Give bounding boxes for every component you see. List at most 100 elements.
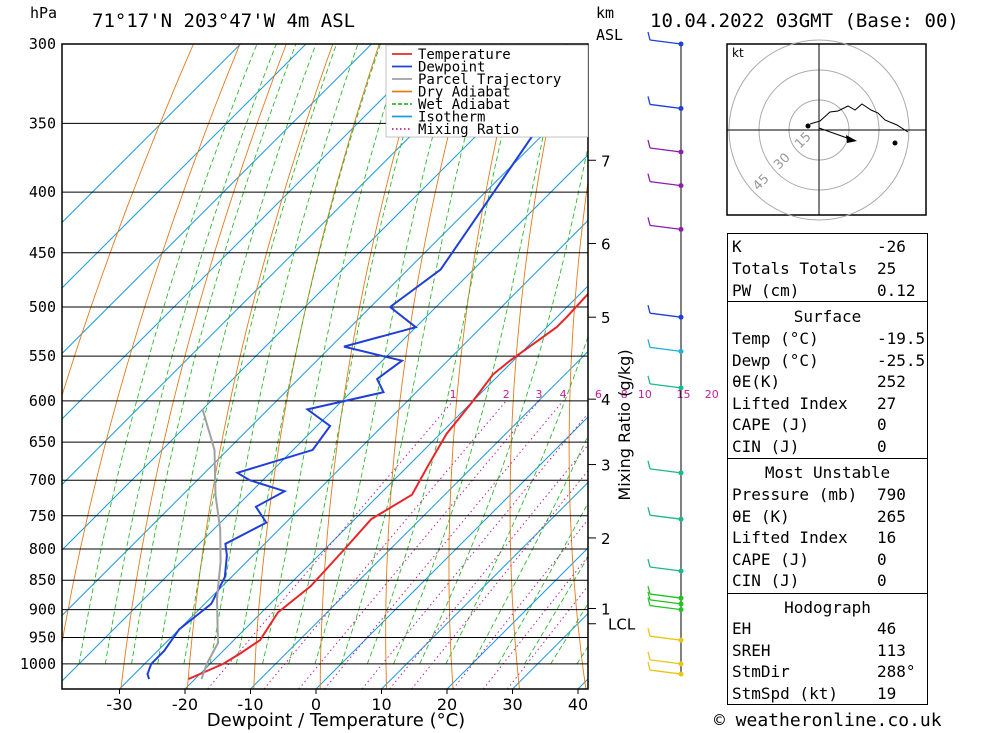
dry-adiabat: [568, 178, 588, 689]
hodograph-point: [805, 123, 811, 129]
wind-barb: [649, 39, 682, 45]
wind-barb-feather: [647, 31, 651, 41]
km-tick-label: 6: [601, 236, 611, 254]
wind-barb-feather: [647, 651, 651, 661]
most-unstable-title: Most Unstable: [764, 463, 891, 482]
wind-barb: [649, 468, 682, 474]
credit-link[interactable]: © weatheronline.co.uk: [714, 710, 942, 731]
mixing-ratio-label: 2: [503, 388, 510, 401]
x-tick-label: 10: [371, 695, 391, 714]
x-tick-label: -20: [172, 695, 198, 714]
surface-row: Temp (°C) -19.5: [732, 329, 926, 348]
hodo-row: EH 46: [732, 619, 897, 638]
isotherm-line: [62, 44, 241, 224]
mixing-ratio-label: 15: [677, 388, 691, 401]
legend-entry-label: Dewpoint: [418, 60, 485, 76]
dry-adiabat: [62, 44, 241, 646]
wind-barb: [649, 224, 682, 230]
mixing-ratio-label: 1: [450, 388, 457, 401]
pressure-unit: hPa: [30, 4, 58, 22]
wet-adiabat: [262, 44, 405, 665]
isotherm-line: [446, 547, 588, 689]
wind-barb-feather: [647, 305, 651, 314]
legend-entry-label: Dry Adiabat: [418, 85, 511, 101]
valid-datetime: 10.04.2022 03GMT (Base: 00): [650, 10, 959, 32]
most-unstable-box: Most Unstable Pressure (mb) 790 θE (K) 265…: [727, 458, 928, 595]
index-row-pw: PW (cm) 0.12: [732, 281, 916, 300]
hodograph-trace: [809, 103, 909, 133]
wind-level-dot: [678, 671, 684, 677]
wind-barb-feather: [647, 661, 651, 671]
mixing-ratio-label: 10: [638, 388, 652, 401]
wind-barb: [649, 566, 682, 572]
wind-barb-feather: [647, 173, 651, 182]
pressure-tick-label: 1000: [20, 655, 56, 673]
km-tick-label: 4: [601, 391, 611, 409]
mixing-ratio-line: [298, 400, 540, 689]
indices-box: K -26 Totals Totals 25 PW (cm) 0.12: [727, 233, 928, 303]
plot-frame: [61, 43, 589, 690]
wind-barb-feather: [647, 585, 651, 595]
series-parcel-trajectory: [200, 409, 222, 680]
dry-adiabat: [319, 44, 427, 689]
wind-barb: [649, 383, 682, 389]
wind-barb-feather: [647, 507, 651, 516]
mixing-ratio-line: [361, 412, 588, 689]
x-tick-label: -10: [237, 695, 263, 714]
series-dewpoint: [146, 105, 588, 680]
pressure-tick-label: 750: [29, 507, 56, 525]
isotherm-line: [250, 350, 588, 689]
hodo-row: StmDir 288°: [732, 662, 916, 681]
wind-level-dot: [678, 149, 684, 155]
isotherm-line: [62, 44, 569, 551]
isotherm-line: [315, 416, 588, 689]
wind-level-dot: [678, 595, 684, 601]
wind-barb-feather: [647, 591, 651, 601]
x-tick-label: 40: [568, 695, 588, 714]
mixing-ratio-label: 4: [560, 388, 567, 401]
surface-row: CAPE (J) 0: [732, 415, 887, 434]
wind-barb: [649, 669, 682, 675]
legend-box: [385, 44, 589, 138]
wind-barb-feather: [647, 139, 651, 149]
wind-level-dot: [678, 607, 684, 613]
isotherm-line: [62, 44, 372, 355]
legend-entry-label: Wet Adiabat: [418, 97, 511, 113]
hodograph-unit: kt: [732, 46, 744, 60]
mu-row: Pressure (mb) 790: [732, 485, 906, 504]
dry-adiabat: [509, 44, 566, 689]
wind-barb-feather: [647, 558, 651, 568]
km-tick-label: 1: [601, 600, 611, 618]
x-tick-label: 30: [502, 695, 522, 714]
skewt-plot-area: [62, 44, 1000, 689]
x-tick-label: 0: [311, 695, 321, 714]
hodo-row: StmSpd (kt) 19: [732, 683, 897, 703]
mixing-ratio-line: [452, 518, 588, 689]
surface-row: Lifted Index 27: [732, 393, 897, 413]
dry-adiabat: [448, 44, 519, 689]
wind-level-dot: [678, 568, 684, 574]
wet-adiabat: [157, 44, 317, 664]
dry-adiabat: [682, 44, 719, 689]
dry-adiabat: [936, 44, 1000, 689]
dry-adiabat: [62, 44, 194, 397]
isotherm-line: [184, 285, 588, 689]
surface-box: Surface Temp (°C) -19.5 Dewp (°C) -25.5 θE…: [727, 301, 928, 460]
x-tick-label: 20: [437, 695, 457, 714]
wind-barb: [649, 593, 682, 599]
wet-adiabat: [78, 44, 258, 664]
storm-motion-arrowhead: [846, 135, 857, 143]
dry-adiabat: [983, 44, 1000, 689]
surface-row: CIN (J) 0: [732, 436, 887, 456]
legend-entry-label: Parcel Trajectory: [418, 72, 561, 88]
wind-level-dot: [678, 348, 684, 354]
pressure-tick-label: 900: [29, 601, 56, 619]
dry-adiabat: [385, 44, 473, 689]
km-tick-label: 3: [601, 457, 611, 475]
wind-level-dot: [678, 226, 684, 232]
pressure-tick-label: 300: [29, 35, 56, 53]
legend-entry-label: Mixing Ratio: [418, 122, 519, 138]
dry-adiabat: [253, 44, 380, 689]
km-tick-label: 5: [601, 309, 611, 327]
hodo-row: SREH 113: [732, 640, 906, 660]
